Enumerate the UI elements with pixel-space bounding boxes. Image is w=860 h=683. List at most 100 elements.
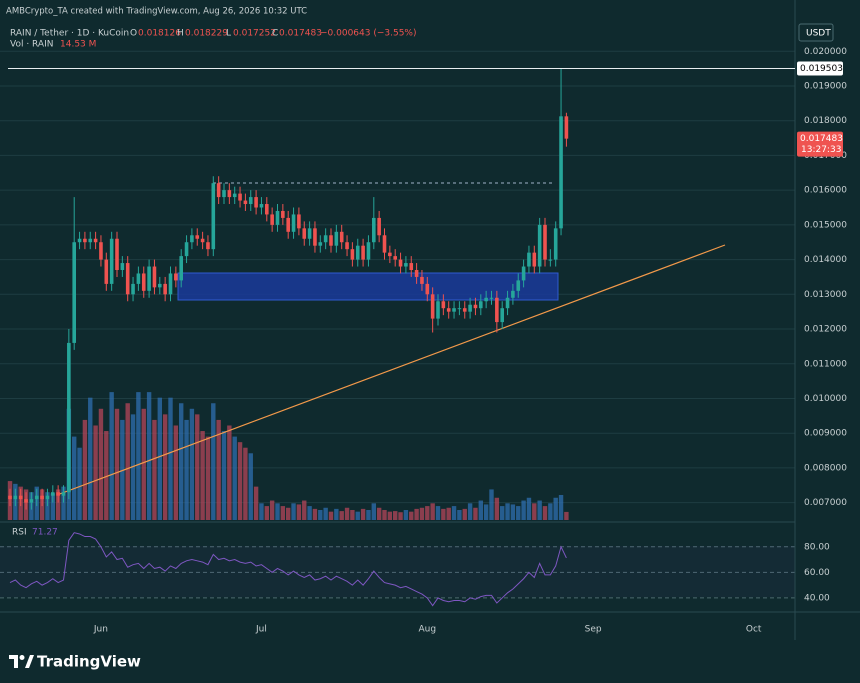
candle-body <box>120 263 125 270</box>
volume-bar <box>323 507 328 520</box>
candle-body <box>329 235 333 246</box>
candle-body <box>393 256 397 260</box>
candle-body <box>318 242 323 246</box>
labels: 0.0200000.0190000.0180000.0170000.016000… <box>8 47 847 635</box>
volume-bar <box>387 511 393 520</box>
ohlc-letter: L <box>226 29 231 39</box>
candle-body <box>377 217 381 236</box>
volume-bar <box>462 508 467 520</box>
volume-bar <box>130 414 136 520</box>
candle-body <box>29 499 34 503</box>
candle-body <box>452 308 456 312</box>
volume-bar <box>435 506 441 520</box>
trend-line <box>56 244 726 496</box>
candle-body <box>297 214 301 229</box>
volume-bar <box>291 503 296 520</box>
rsi-tick-label: 80.00 <box>804 542 830 552</box>
symbol: RAIN / Tether · 1D · KuCoin <box>10 29 129 39</box>
volume-bar <box>93 425 98 520</box>
volume-bar <box>243 447 248 520</box>
logo-text: TradingView <box>37 653 141 671</box>
rsi-tick-label: 60.00 <box>804 568 830 578</box>
candle-body <box>243 200 248 205</box>
volume-bar <box>328 511 334 520</box>
candle-body <box>398 259 403 267</box>
candle-body <box>420 276 424 284</box>
candle-body <box>88 238 93 243</box>
volume-bar <box>398 512 403 520</box>
volume-bar <box>500 506 505 520</box>
candle-body <box>125 263 130 295</box>
x-tick-label: Oct <box>746 625 762 635</box>
ohlc-value: 0.017483 <box>279 29 322 39</box>
candle-body <box>34 495 39 500</box>
candle-body <box>115 238 119 270</box>
y-tick-label: 0.020000 <box>804 47 847 57</box>
candle-body <box>270 214 274 225</box>
volume-bar <box>339 511 344 520</box>
candle-body <box>355 245 360 260</box>
header: AMBCrypto_TA created with TradingView.co… <box>6 7 307 17</box>
y-tick-label: 0.009000 <box>804 429 847 439</box>
volume-bar <box>280 506 286 520</box>
volume-bar <box>355 511 360 520</box>
candle-body <box>404 263 408 267</box>
candle-body <box>334 231 339 246</box>
volume-bar <box>205 436 211 520</box>
candle-body <box>559 116 563 229</box>
volume-bar <box>446 507 451 520</box>
y-tick-label: 0.008000 <box>804 463 847 473</box>
volume-bar <box>50 493 55 520</box>
candle-body <box>109 238 114 284</box>
candle-body <box>104 259 109 284</box>
volume-bar <box>564 511 569 520</box>
candle-body <box>548 259 553 261</box>
volume-bar <box>409 511 414 520</box>
candle-body <box>147 266 151 291</box>
candle-body <box>136 273 141 284</box>
volume-bar <box>516 506 521 520</box>
volume-bar <box>55 489 61 520</box>
volume-bar <box>168 397 173 520</box>
volume-bar <box>195 414 200 520</box>
volume-name: Vol · RAIN <box>10 40 53 50</box>
candle-body <box>222 190 226 198</box>
rsi-line <box>9 532 567 607</box>
volume-bar <box>269 500 275 520</box>
candle-body <box>484 297 488 302</box>
candle-body <box>190 235 194 243</box>
candle-body <box>446 308 451 312</box>
volume-bar <box>457 509 462 520</box>
candle-body <box>259 204 264 208</box>
candle-body <box>72 242 76 343</box>
candle-body <box>227 190 232 198</box>
volume-bar <box>109 392 114 520</box>
candle-body <box>93 238 98 243</box>
x-tick-label: Jun <box>93 625 108 635</box>
candle-body <box>457 308 462 310</box>
candle-body <box>254 197 258 208</box>
candle-body <box>553 228 558 260</box>
volume-bar <box>548 503 553 520</box>
candle-body <box>516 280 521 291</box>
candle-body <box>511 290 515 298</box>
candle-body <box>40 495 44 500</box>
y-tick-label: 0.013000 <box>804 290 847 300</box>
y-tick-label: 0.015000 <box>804 220 847 230</box>
candle-body <box>307 228 312 239</box>
candle-body <box>323 235 328 243</box>
volume-bar <box>146 392 152 520</box>
rsi-value: 71.27 <box>32 528 58 538</box>
candle-body <box>372 217 376 243</box>
y-tick-label: 0.007000 <box>804 498 847 508</box>
volume-bar <box>275 503 280 520</box>
volume-bar <box>553 497 558 520</box>
logo-icon <box>9 655 34 668</box>
candle-body <box>168 273 173 295</box>
volume-bar <box>77 447 82 520</box>
volume-bar <box>403 509 409 520</box>
volume-bar <box>82 419 88 520</box>
volume-bar <box>425 506 430 520</box>
volume-bar <box>253 486 259 520</box>
candle-body <box>195 235 200 239</box>
